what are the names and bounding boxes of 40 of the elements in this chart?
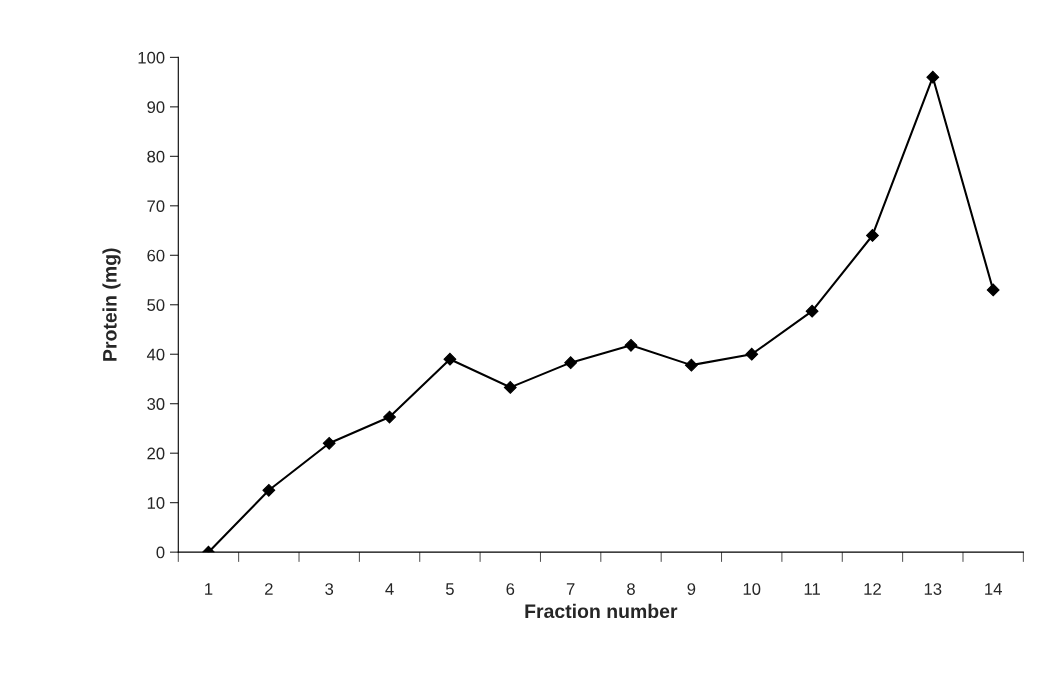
- x-tick-label: 7: [566, 583, 575, 595]
- y-axis-title: Protein (mg): [102, 248, 121, 361]
- point: [926, 70, 940, 84]
- x-tick-label: 5: [445, 583, 454, 595]
- x-tick-label: 6: [506, 583, 515, 595]
- point: [383, 410, 396, 424]
- point: [262, 483, 276, 497]
- point: [986, 283, 1000, 297]
- y-tick-label: 30: [147, 398, 165, 410]
- y-tick-label: 20: [147, 447, 165, 460]
- x-tick-label: 4: [385, 583, 394, 595]
- y-tick-label: 50: [147, 299, 165, 311]
- x-tick-label: 1: [205, 583, 213, 595]
- x-tick-label: 13: [924, 583, 942, 595]
- x-tick-label: 9: [687, 583, 696, 595]
- point: [322, 436, 336, 450]
- point: [684, 358, 698, 372]
- y-tick-label: 10: [147, 497, 165, 509]
- x-tick-label: 2: [265, 583, 273, 595]
- point: [503, 380, 517, 394]
- y-tick-label: 40: [146, 348, 165, 361]
- x-tick-label: 11: [804, 583, 820, 595]
- y-tick-label: 60: [147, 249, 165, 262]
- x-tick-label: 14: [985, 583, 1002, 595]
- point: [624, 338, 638, 352]
- x-tick-label: 10: [743, 583, 761, 595]
- point: [805, 304, 819, 318]
- y-tick-label: 100: [138, 51, 165, 64]
- y-tick-label: 80: [147, 150, 165, 163]
- point: [443, 352, 457, 366]
- point: [564, 356, 578, 370]
- point: [866, 229, 879, 242]
- x-tick-label: 8: [627, 583, 635, 595]
- y-tick-label: 90: [147, 101, 165, 114]
- x-tick-label: 3: [325, 583, 334, 595]
- point: [745, 347, 759, 361]
- x-tick-label: 12: [864, 583, 881, 595]
- y-tick-label: 70: [147, 200, 165, 213]
- x-axis-title: Fraction number: [525, 603, 678, 619]
- y-tick-label: 0: [156, 546, 165, 559]
